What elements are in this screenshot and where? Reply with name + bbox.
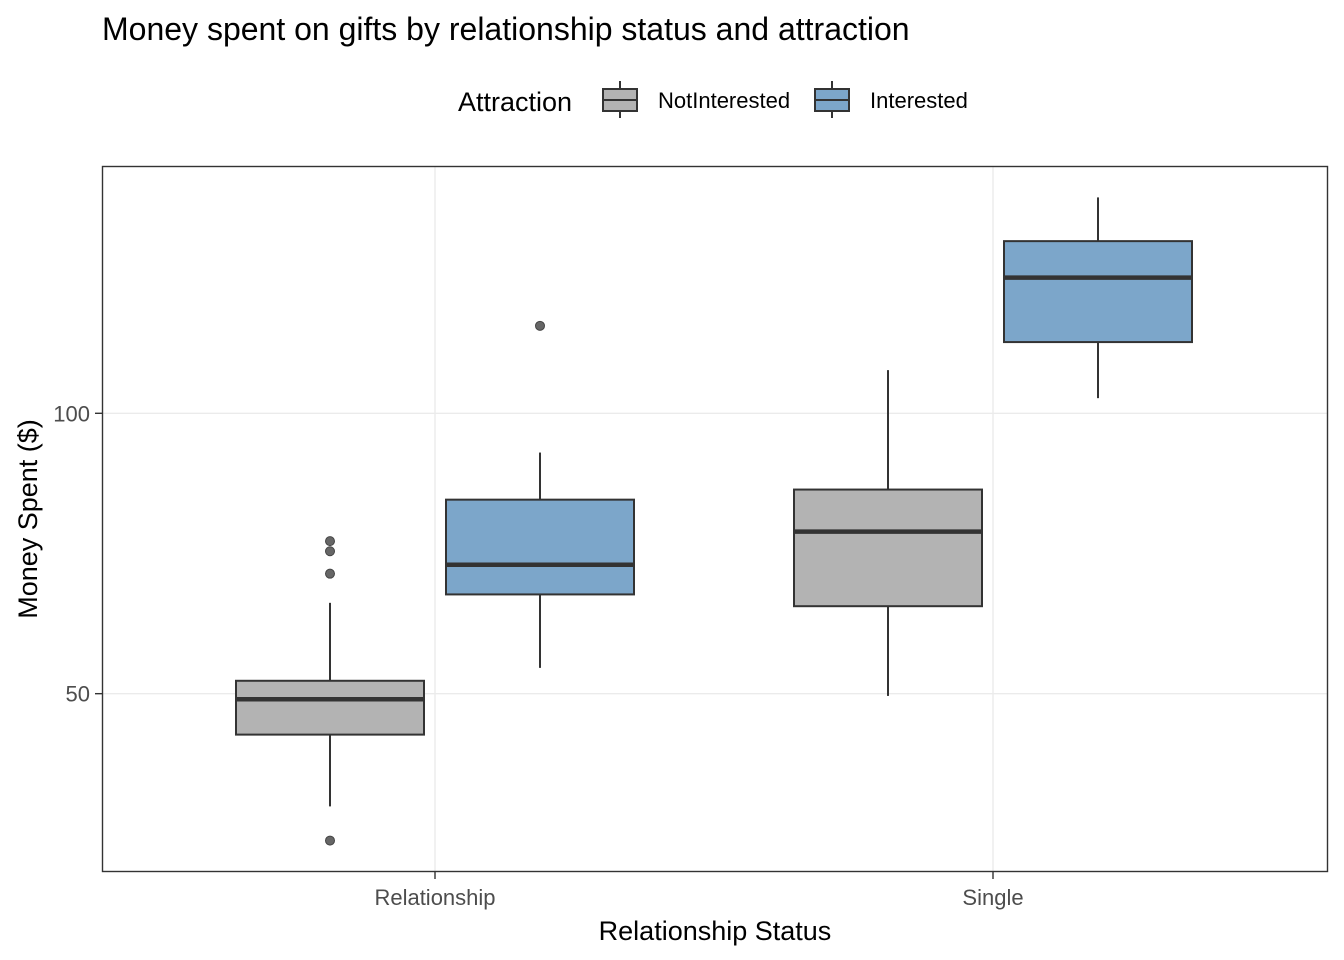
boxes [235,197,1193,846]
box-NotInterested-Single [793,370,983,696]
outlier-point [325,536,335,547]
outlier-point [325,835,335,846]
chart-title: Money spent on gifts by relationship sta… [102,11,910,47]
y-axis-title: Money Spent ($) [13,419,43,619]
outlier-point [325,546,335,557]
legend-key-NotInterested: NotInterested [602,81,790,118]
legend-label: Interested [870,88,968,113]
iqr-box [793,488,983,608]
legend-label: NotInterested [658,88,790,113]
y-axis: 50 100 [53,401,102,707]
iqr-box [1003,240,1193,344]
legend-title: Attraction [458,87,572,117]
legend-key-Interested: Interested [814,81,968,118]
x-axis: Relationship Single [374,872,1024,910]
y-tick-label: 100 [53,401,90,426]
iqr-box [235,679,425,736]
outlier-point [325,568,335,579]
panel-border [101,165,1329,873]
box-Interested-Single [1003,197,1193,399]
outlier-point [535,320,545,331]
x-tick-label: Relationship [374,885,495,910]
y-tick-label: 50 [66,682,90,707]
x-axis-title: Relationship Status [599,916,832,946]
iqr-box [445,498,635,596]
x-tick-label: Single [962,885,1023,910]
box-NotInterested-Relationship [235,536,425,846]
box-Interested-Relationship [445,320,635,668]
legend: Attraction NotInterested Interested [458,81,968,118]
